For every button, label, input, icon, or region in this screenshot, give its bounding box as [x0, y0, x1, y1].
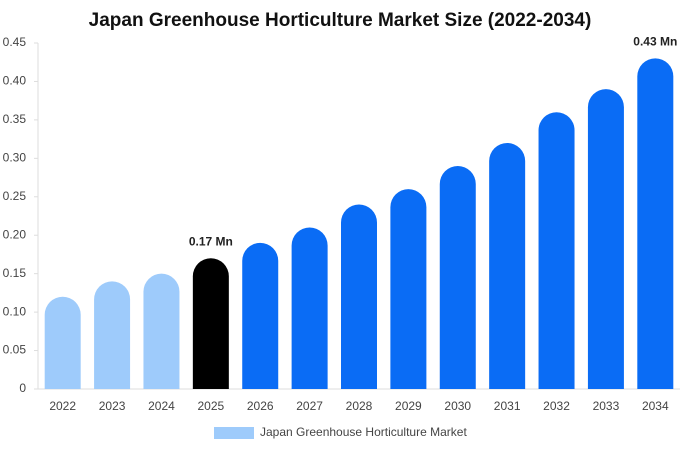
- x-tick-label: 2033: [593, 399, 620, 413]
- bar: [587, 89, 624, 389]
- y-tick-label: 0.05: [3, 343, 27, 357]
- bar: [390, 189, 427, 389]
- x-tick-label: 2022: [49, 399, 76, 413]
- x-tick-label: 2027: [296, 399, 323, 413]
- x-tick-label: 2032: [543, 399, 570, 413]
- y-tick-label: 0.40: [3, 74, 27, 88]
- bar: [143, 273, 180, 389]
- y-tick-label: 0: [19, 381, 26, 395]
- x-tick-label: 2025: [197, 399, 224, 413]
- y-tick-label: 0.20: [3, 227, 27, 241]
- bar: [291, 227, 328, 389]
- x-tick-label: 2031: [494, 399, 521, 413]
- bar: [489, 142, 526, 389]
- bar: [637, 58, 674, 389]
- x-tick-label: 2023: [99, 399, 126, 413]
- y-tick-label: 0.25: [3, 189, 27, 203]
- y-tick-label: 0.10: [3, 304, 27, 318]
- bar: [242, 242, 279, 389]
- legend-label: Japan Greenhouse Horticulture Market: [260, 425, 467, 439]
- legend-swatch: [214, 427, 254, 439]
- y-tick-label: 0.15: [3, 266, 27, 280]
- bar: [538, 112, 575, 389]
- y-tick-label: 0.35: [3, 112, 27, 126]
- value-label: 0.43 Mn: [633, 35, 677, 49]
- bar: [439, 166, 476, 389]
- y-tick-label: 0.45: [3, 35, 27, 49]
- x-tick-label: 2028: [346, 399, 373, 413]
- x-tick-label: 2024: [148, 399, 175, 413]
- x-tick-label: 2034: [642, 399, 669, 413]
- bar: [341, 204, 377, 389]
- x-tick-label: 2029: [395, 399, 422, 413]
- chart-title: Japan Greenhouse Horticulture Market Siz…: [89, 10, 592, 31]
- value-label: 0.17 Mn: [189, 234, 233, 248]
- bar: [94, 281, 131, 389]
- bar: [192, 258, 229, 389]
- y-tick-label: 0.30: [3, 151, 27, 165]
- x-tick-label: 2030: [444, 399, 471, 413]
- x-tick-label: 2026: [247, 399, 274, 413]
- bar: [44, 296, 81, 389]
